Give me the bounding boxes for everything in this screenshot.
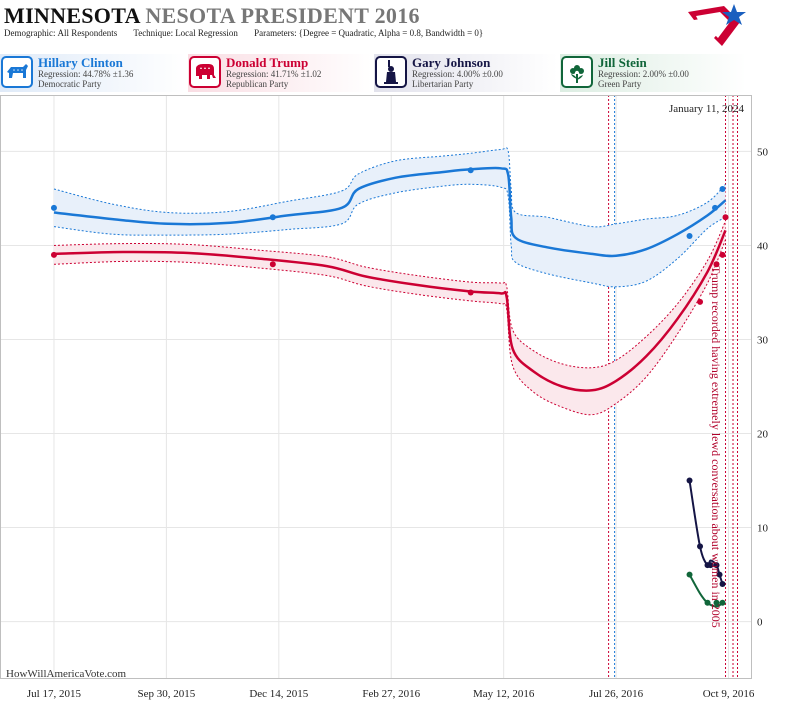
candidate-card-stein[interactable]: Jill Stein Regression: 2.00% ±0.00 Green… <box>560 54 746 92</box>
candidate-party: Republican Party <box>226 79 289 89</box>
plot-frame <box>0 95 752 679</box>
donald-trump-point <box>467 289 474 296</box>
donald-trump-point <box>719 251 726 258</box>
hillary-clinton-lower-bound <box>53 183 726 288</box>
candidate-regression: Regression: 41.71% ±1.02 <box>226 69 322 79</box>
hillary-clinton-point <box>686 233 693 240</box>
candidate-name: Gary Johnson <box>412 55 491 70</box>
y-tick-label: 50 <box>757 146 769 158</box>
donald-trump-point <box>722 214 729 221</box>
title-state: MINNESOTA <box>4 3 140 28</box>
donkey-icon <box>1 56 33 88</box>
event-lines <box>608 95 739 678</box>
jill-stein-point <box>704 599 711 606</box>
parameters-label: Parameters: <box>254 28 297 38</box>
y-tick-label: 10 <box>757 523 769 535</box>
candidate-card-trump[interactable]: Donald Trump Regression: 41.71% ±1.02 Re… <box>188 54 372 92</box>
demographic-value: All Respondents <box>57 28 118 38</box>
x-tick-label: Feb 27, 2016 <box>362 688 420 700</box>
chart-header: MINNESOTA NESOTA PRESIDENT 2016 Demograp… <box>4 2 497 38</box>
series-points <box>50 167 729 606</box>
hillary-clinton-point <box>719 186 726 193</box>
gary-johnson-point <box>716 571 723 578</box>
hillary-clinton-line <box>53 166 727 258</box>
technique-value: Local Regression <box>175 28 238 38</box>
axis-labels: 0 10 20 30 40 50 Jul 17, 2015 Sep 30, 2015 Dec 1… <box>27 146 769 700</box>
donald-trump-point <box>269 261 276 268</box>
donald-trump-upper-bound <box>53 220 726 369</box>
hillary-clinton-point <box>50 204 57 211</box>
candidate-party: Green Party <box>598 79 642 89</box>
donald-trump-lower-bound <box>53 239 726 416</box>
y-tick-label: 40 <box>757 240 769 252</box>
x-tick-label: Sep 30, 2015 <box>138 688 196 700</box>
parameters-line: Demographic: All Respondents Technique: Lo… <box>4 28 497 38</box>
date-label: January 11, 2024 <box>669 103 745 115</box>
gary-johnson-point <box>686 477 693 484</box>
x-tick-label: Jul 17, 2015 <box>27 688 82 700</box>
candidate-regression: Regression: 44.78% ±1.36 <box>38 69 134 79</box>
hillary-clinton-point <box>467 167 474 174</box>
hillary-clinton-point <box>712 204 719 211</box>
parameters-value: {Degree = Quadratic, Alpha = 0.8, Bandwi… <box>298 28 484 38</box>
site-logo <box>688 4 746 46</box>
x-tick-label: Dec 14, 2015 <box>249 688 308 700</box>
candidate-regression: Regression: 4.00% ±0.00 <box>412 69 503 79</box>
y-tick-label: 0 <box>757 617 763 629</box>
site-credit: HowWillAmericaVote.com <box>6 668 127 680</box>
donald-trump-point <box>713 261 720 268</box>
donald-trump-point <box>50 251 57 258</box>
demographic-label: Demographic: <box>4 28 56 38</box>
gary-johnson-point <box>707 562 714 569</box>
hillary-clinton-band <box>54 147 726 287</box>
donald-trump-line <box>53 229 727 392</box>
donald-trump-band <box>54 221 726 415</box>
x-tick-label: May 12, 2016 <box>473 688 535 700</box>
y-tick-label: 30 <box>757 334 769 346</box>
liberty-statue-icon <box>375 56 407 88</box>
candidate-name: Jill Stein <box>598 55 647 70</box>
candidate-card-clinton[interactable]: Hillary Clinton Regression: 44.78% ±1.36… <box>0 54 186 92</box>
candidate-name: Donald Trump <box>226 55 309 70</box>
x-tick-label: Oct 9, 2016 <box>703 688 755 700</box>
y-tick-label: 20 <box>757 429 769 441</box>
gary-johnson-point <box>713 562 720 569</box>
jill-stein-point <box>686 571 693 578</box>
x-tick-label: Jul 26, 2016 <box>589 688 644 700</box>
donald-trump-point <box>697 298 704 305</box>
gary-johnson-point <box>719 580 726 587</box>
flower-icon <box>561 56 593 88</box>
event-annotation: Trump recorded having extremely lewd con… <box>709 266 723 628</box>
candidate-name: Hillary Clinton <box>38 55 123 70</box>
jill-stein-point <box>719 599 726 606</box>
title-race: NESOTA PRESIDENT 2016 <box>145 3 420 28</box>
candidate-legend: Hillary Clinton Regression: 44.78% ±1.36… <box>0 54 789 92</box>
jill-stein-point <box>713 599 720 606</box>
elephant-icon <box>189 56 221 88</box>
candidate-card-johnson[interactable]: Gary Johnson Regression: 4.00% ±0.00 Lib… <box>374 54 558 92</box>
page-title: MINNESOTA NESOTA PRESIDENT 2016 <box>4 2 497 30</box>
gary-johnson-point <box>697 543 704 550</box>
candidate-regression: Regression: 2.00% ±0.00 <box>598 69 689 79</box>
hillary-clinton-point <box>269 214 276 221</box>
technique-label: Technique: <box>133 28 174 38</box>
candidate-party: Democratic Party <box>38 79 102 89</box>
hillary-clinton-upper-bound <box>53 147 726 228</box>
candidate-party: Libertarian Party <box>412 79 474 89</box>
confidence-bands <box>53 147 726 416</box>
